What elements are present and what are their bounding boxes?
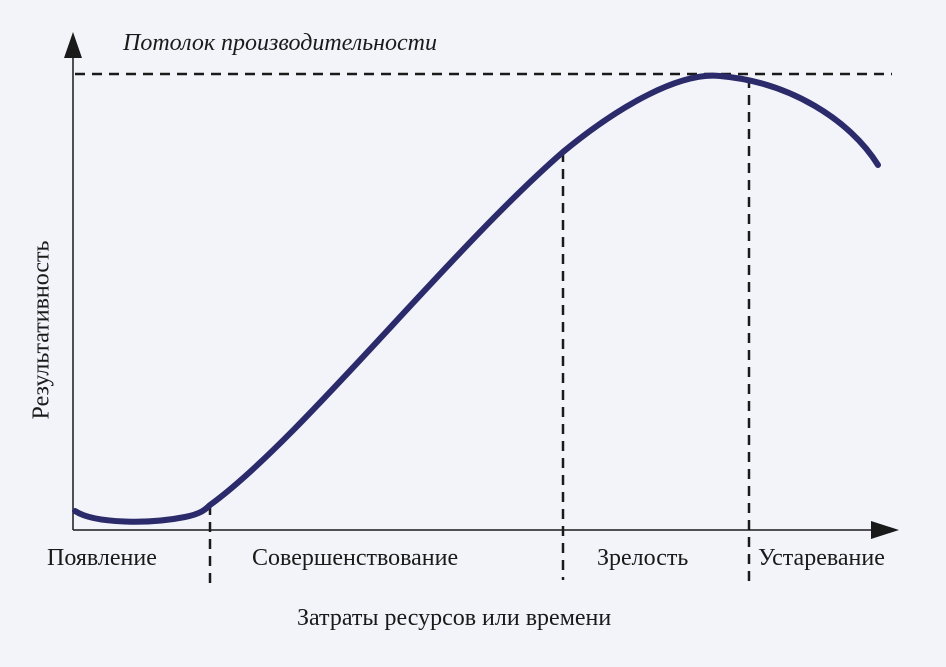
stage-label-maturity: Зрелость [597,545,689,571]
performance-curve [72,72,881,525]
stage-label-emergence: Появление [47,545,157,571]
stage-label-improvement: Совершенствование [252,545,459,571]
stage-label-obsolescence: Устаревание [758,545,885,571]
y-axis-label: Результативность [28,240,55,420]
y-axis-arrow-icon [64,32,82,58]
ceiling-label: Потолок производительности [123,30,438,56]
x-axis-label: Затраты ресурсов или времени [297,605,612,631]
x-axis-arrow-icon [871,521,899,539]
